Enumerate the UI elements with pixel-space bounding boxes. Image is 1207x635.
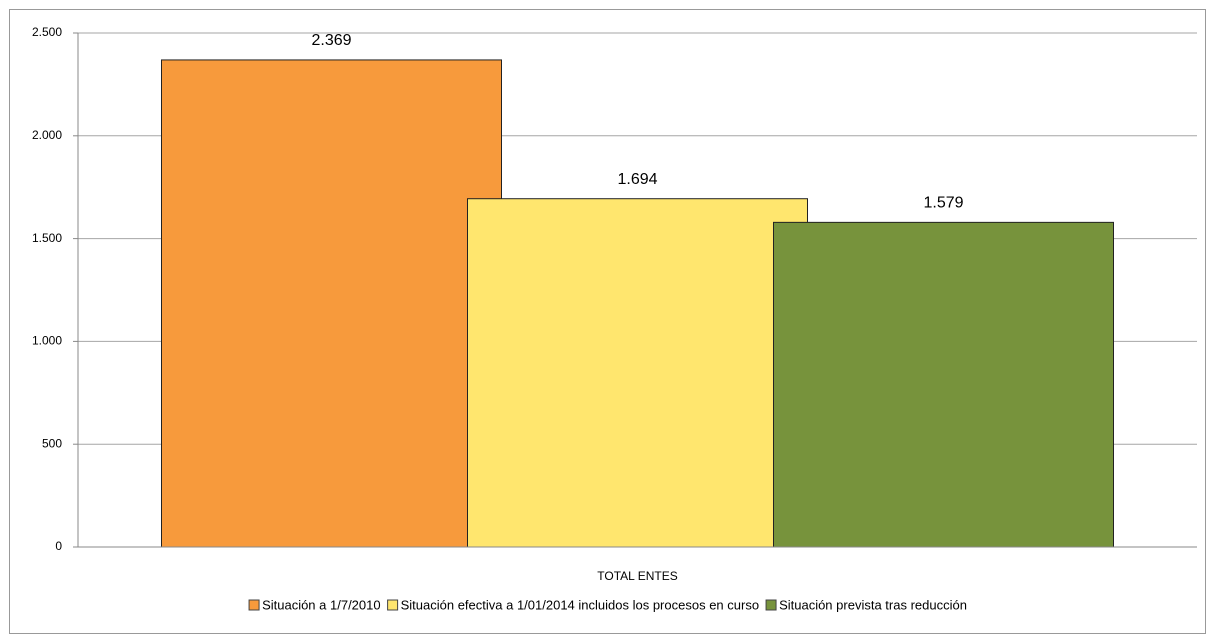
legend-label: Situación efectiva a 1/01/2014 incluidos… [401, 597, 759, 612]
data-label: 1.579 [923, 195, 963, 212]
legend-swatch [248, 599, 260, 611]
y-tick-label: 500 [42, 436, 62, 450]
bar [467, 198, 808, 548]
y-tick-label: 2.500 [32, 25, 62, 39]
legend-swatch [387, 599, 399, 611]
legend-label: Situación prevista tras reducción [779, 597, 967, 612]
data-label: 1.694 [617, 171, 657, 188]
y-tick-label: 1.000 [32, 334, 62, 348]
bar [161, 59, 502, 548]
y-tick-label: 1.500 [32, 231, 62, 245]
legend-swatch [765, 599, 777, 611]
y-tick-label: 0 [55, 539, 62, 553]
data-label: 2.369 [311, 32, 351, 49]
legend-label: Situación a 1/7/2010 [262, 597, 381, 612]
y-tick-label: 2.000 [32, 128, 62, 142]
x-tick-label: TOTAL ENTES [597, 569, 677, 583]
bar [773, 221, 1114, 548]
